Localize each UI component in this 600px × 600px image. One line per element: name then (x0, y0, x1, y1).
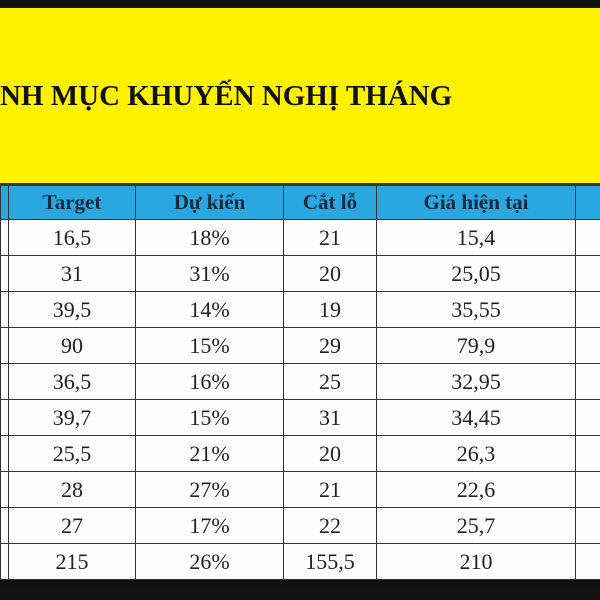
column-header-target: Target (8, 185, 136, 220)
table-row: 31 31% 20 25,05 (0, 255, 600, 292)
table-row: 28 27% 21 22,6 (0, 471, 600, 508)
du-kien-cell: 16% (135, 363, 284, 400)
gia-hien-tai-cell: 25,7 (376, 507, 576, 544)
left-cell (0, 291, 9, 328)
top-frame-bar (0, 0, 600, 8)
cat-lo-cell: 21 (283, 471, 377, 508)
cat-lo-cell: 19 (283, 291, 377, 328)
gia-hien-tai-cell: 79,9 (376, 327, 576, 364)
header-row: Target Dự kiến Cắt lỗ Giá hiện tại (0, 185, 600, 220)
right-cell (575, 327, 600, 364)
column-header-right (575, 185, 600, 220)
cat-lo-cell: 25 (283, 363, 377, 400)
column-header-gia-hien-tai: Giá hiện tại (376, 185, 576, 220)
cat-lo-cell: 22 (283, 507, 377, 544)
right-cell (575, 471, 600, 508)
du-kien-cell: 26% (135, 543, 284, 580)
target-cell: 90 (8, 327, 136, 364)
table-row: 25,5 21% 20 26,3 (0, 435, 600, 472)
du-kien-cell: 15% (135, 327, 284, 364)
right-cell (575, 291, 600, 328)
recommendation-table: Target Dự kiến Cắt lỗ Giá hiện tại 16,5 18% 2… (0, 185, 600, 580)
gia-hien-tai-cell: 25,05 (376, 255, 576, 292)
target-cell: 215 (8, 543, 136, 580)
right-cell (575, 435, 600, 472)
left-cell (0, 219, 9, 256)
target-cell: 28 (8, 471, 136, 508)
bottom-frame-bar (0, 587, 600, 600)
gia-hien-tai-cell: 15,4 (376, 219, 576, 256)
gia-hien-tai-cell: 22,6 (376, 471, 576, 508)
page-title: NH MỤC KHUYẾN NGHỊ THÁNG (0, 80, 453, 112)
target-cell: 36,5 (8, 363, 136, 400)
right-cell (575, 543, 600, 580)
left-cell (0, 363, 9, 400)
gia-hien-tai-cell: 210 (376, 543, 576, 580)
cat-lo-cell: 29 (283, 327, 377, 364)
target-cell: 39,7 (8, 399, 136, 436)
right-cell (575, 255, 600, 292)
target-cell: 25,5 (8, 435, 136, 472)
right-cell (575, 399, 600, 436)
table-row: 39,7 15% 31 34,45 (0, 399, 600, 436)
du-kien-cell: 14% (135, 291, 284, 328)
cat-lo-cell: 31 (283, 399, 377, 436)
table-row: 90 15% 29 79,9 (0, 327, 600, 364)
target-cell: 27 (8, 507, 136, 544)
gia-hien-tai-cell: 32,95 (376, 363, 576, 400)
table-row: 16,5 18% 21 15,4 (0, 219, 600, 256)
table-row: 39,5 14% 19 35,55 (0, 291, 600, 328)
left-cell (0, 327, 9, 364)
table-row: 36,5 16% 25 32,95 (0, 363, 600, 400)
left-cell (0, 471, 9, 508)
gia-hien-tai-cell: 26,3 (376, 435, 576, 472)
table-row: 215 26% 155,5 210 (0, 543, 600, 580)
target-cell: 31 (8, 255, 136, 292)
gia-hien-tai-cell: 34,45 (376, 399, 576, 436)
target-cell: 39,5 (8, 291, 136, 328)
left-cell (0, 507, 9, 544)
left-cell (0, 255, 9, 292)
cat-lo-cell: 20 (283, 435, 377, 472)
cat-lo-cell: 21 (283, 219, 377, 256)
left-cell (0, 543, 9, 580)
gia-hien-tai-cell: 35,55 (376, 291, 576, 328)
column-header-left (0, 185, 9, 220)
table-row: 27 17% 22 25,7 (0, 507, 600, 544)
cat-lo-cell: 155,5 (283, 543, 377, 580)
left-cell (0, 399, 9, 436)
right-cell (575, 219, 600, 256)
du-kien-cell: 17% (135, 507, 284, 544)
column-header-cat-lo: Cắt lỗ (283, 185, 377, 220)
target-cell: 16,5 (8, 219, 136, 256)
du-kien-cell: 18% (135, 219, 284, 256)
column-header-du-kien: Dự kiến (135, 185, 284, 220)
du-kien-cell: 31% (135, 255, 284, 292)
cat-lo-cell: 20 (283, 255, 377, 292)
du-kien-cell: 27% (135, 471, 284, 508)
right-cell (575, 507, 600, 544)
left-cell (0, 435, 9, 472)
du-kien-cell: 15% (135, 399, 284, 436)
right-cell (575, 363, 600, 400)
du-kien-cell: 21% (135, 435, 284, 472)
title-banner: NH MỤC KHUYẾN NGHỊ THÁNG (0, 8, 600, 185)
